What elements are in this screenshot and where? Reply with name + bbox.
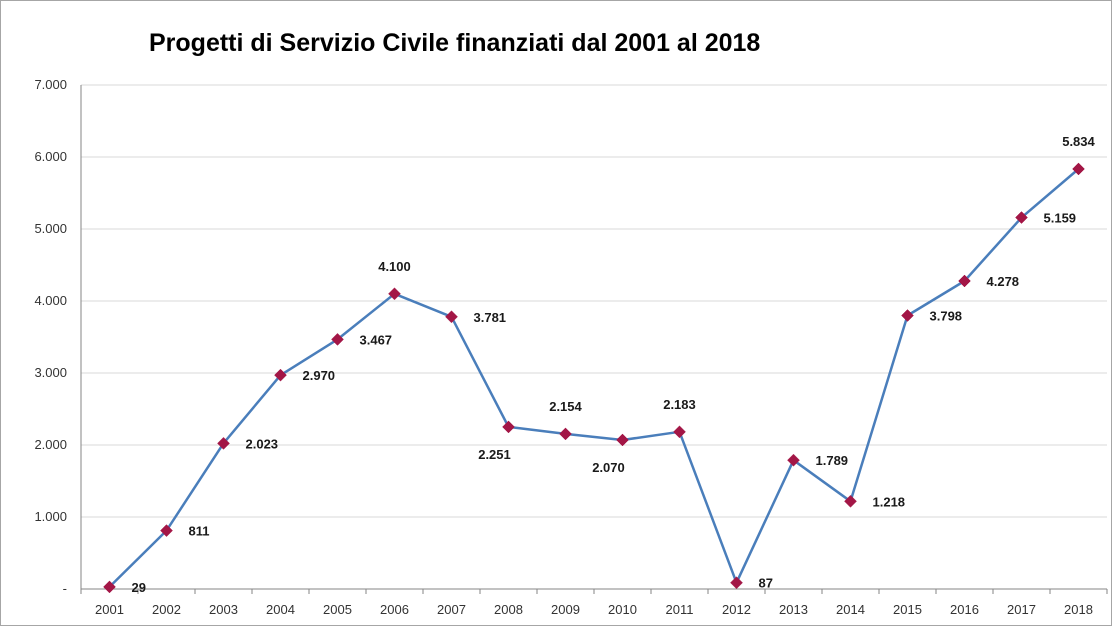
data-point-marker: [445, 310, 458, 324]
data-label: 4.100: [378, 259, 411, 274]
series-line: [108, 168, 1080, 588]
y-tick-label: 2.000: [34, 437, 67, 452]
x-tick-label: 2006: [380, 602, 409, 617]
data-label: 3.798: [930, 309, 963, 324]
data-labels: 29 811 2.023 2.970 3.467 4.100 3.781 2.251 2.154…: [132, 134, 1096, 595]
y-tick-label: 5.000: [34, 221, 67, 236]
data-point-marker: [787, 453, 800, 467]
x-tick-label: 2016: [950, 602, 979, 617]
data-label: 2.070: [592, 460, 625, 475]
data-label: 29: [132, 580, 146, 595]
data-label: 2.970: [303, 368, 336, 383]
data-point-marker: [844, 494, 857, 508]
x-tick-label: 2002: [152, 602, 181, 617]
x-tick-label: 2010: [608, 602, 637, 617]
data-point-marker: [160, 524, 173, 537]
data-point-marker: [559, 427, 572, 441]
x-tick-label: 2012: [722, 602, 751, 617]
data-label: 1.789: [816, 453, 849, 468]
data-point-marker: [274, 368, 287, 382]
x-tick-label: 2004: [266, 602, 295, 617]
x-tick-label: 2003: [209, 602, 238, 617]
data-label: 5.834: [1062, 134, 1095, 149]
data-label: 3.467: [360, 332, 393, 347]
data-point-marker: [673, 425, 686, 439]
x-tick-label: 2018: [1064, 602, 1093, 617]
data-point-marker: [388, 287, 401, 301]
y-gridlines: [81, 84, 1107, 518]
data-label: 811: [189, 524, 210, 539]
data-label: 5.159: [1044, 211, 1077, 226]
x-tick-label: 2014: [836, 602, 865, 617]
x-tick-label: 2005: [323, 602, 352, 617]
data-label: 87: [759, 576, 773, 591]
x-tick-label: 2008: [494, 602, 523, 617]
x-tick-label: 2015: [893, 602, 922, 617]
data-point-marker: [103, 580, 116, 594]
y-tick-label: 4.000: [34, 293, 67, 308]
data-point-marker: [958, 274, 971, 288]
x-tick-label: 2001: [95, 602, 124, 617]
y-tick-label: -: [63, 581, 67, 596]
data-point-marker: [730, 576, 743, 590]
data-point-marker: [616, 433, 629, 447]
data-label: 2.154: [549, 399, 582, 414]
data-point-marker: [331, 333, 344, 346]
y-tick-label: 6.000: [34, 149, 67, 164]
x-tick-label: 2017: [1007, 602, 1036, 617]
series-markers: [103, 162, 1085, 594]
data-point-marker: [1015, 211, 1028, 224]
y-tick-label: 3.000: [34, 365, 67, 380]
y-tick-label: 1.000: [34, 509, 67, 524]
x-tick-label: 2013: [779, 602, 808, 617]
x-axis-tick-labels: 2001 2002 2003 2004 2005 2006 2007 2008 2009 2010…: [80, 589, 1108, 617]
data-label: 3.781: [474, 310, 507, 325]
x-tick-label: 2009: [551, 602, 580, 617]
data-point-marker: [901, 309, 914, 322]
data-label: 1.218: [873, 494, 906, 509]
data-label: 2.183: [663, 397, 696, 412]
x-tick-label: 2007: [437, 602, 466, 617]
x-tick-label: 2011: [666, 602, 694, 617]
chart-title: Progetti di Servizio Civile finanziati d…: [149, 29, 761, 57]
y-tick-label: 7.000: [34, 77, 67, 92]
data-point-marker: [502, 420, 515, 434]
data-label: 2.023: [246, 436, 279, 451]
data-label: 2.251: [478, 447, 511, 462]
data-point-marker: [217, 436, 230, 450]
y-axis-tick-labels: - 1.000 2.000 3.000 4.000 5.000 6.000 7.000: [34, 77, 67, 596]
data-point-marker: [1072, 162, 1085, 176]
data-label: 4.278: [987, 274, 1020, 289]
